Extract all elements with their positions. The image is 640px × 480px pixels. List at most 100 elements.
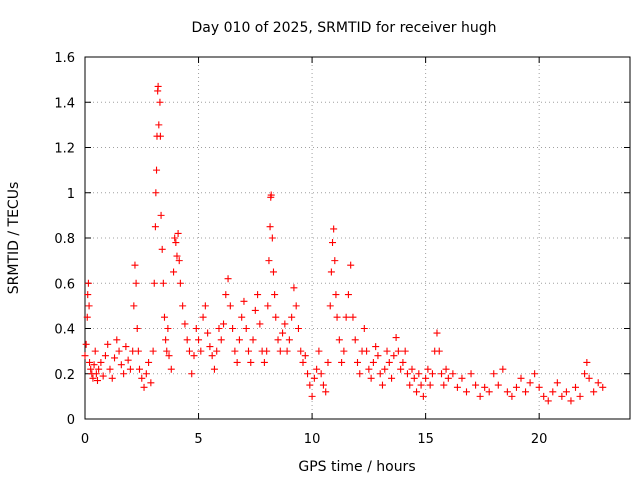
data-point bbox=[356, 370, 364, 378]
data-point bbox=[567, 397, 575, 405]
data-point bbox=[372, 343, 380, 351]
y-tick-label: 0.4 bbox=[54, 323, 75, 338]
data-point bbox=[428, 370, 436, 378]
data-point bbox=[392, 334, 400, 342]
data-point bbox=[91, 347, 99, 355]
data-point bbox=[153, 166, 161, 174]
data-point bbox=[438, 370, 446, 378]
data-point bbox=[381, 365, 389, 373]
data-point bbox=[349, 313, 357, 321]
data-point bbox=[217, 336, 225, 344]
data-point bbox=[332, 291, 340, 299]
data-point bbox=[104, 340, 112, 348]
data-point bbox=[301, 352, 309, 360]
y-axis-title: SRMTID / TECUs bbox=[6, 182, 22, 295]
data-point bbox=[251, 306, 259, 314]
data-point bbox=[585, 374, 593, 382]
data-point bbox=[167, 365, 175, 373]
data-point bbox=[558, 392, 566, 400]
data-point bbox=[101, 352, 109, 360]
data-point bbox=[97, 358, 105, 366]
data-point bbox=[195, 336, 203, 344]
data-point bbox=[426, 381, 434, 389]
y-tick-label: 0 bbox=[67, 413, 75, 428]
data-point bbox=[220, 320, 228, 328]
data-point bbox=[213, 347, 221, 355]
data-point bbox=[540, 392, 548, 400]
data-point bbox=[508, 392, 516, 400]
x-tick-label: 15 bbox=[417, 432, 434, 447]
data-point bbox=[331, 257, 339, 265]
data-point bbox=[265, 257, 273, 265]
data-point bbox=[247, 358, 255, 366]
data-point bbox=[174, 229, 182, 237]
data-point bbox=[494, 381, 502, 389]
data-point bbox=[347, 261, 355, 269]
chart-title: Day 010 of 2025, SRMTID for receiver hug… bbox=[192, 20, 497, 36]
data-point bbox=[360, 325, 368, 332]
y-tick-label: 0.2 bbox=[54, 368, 75, 383]
data-point bbox=[276, 347, 284, 355]
data-point bbox=[326, 302, 334, 310]
data-point bbox=[419, 392, 427, 400]
data-point bbox=[306, 381, 314, 389]
data-point bbox=[562, 388, 570, 396]
data-point bbox=[268, 234, 276, 242]
data-point bbox=[154, 82, 162, 90]
data-point bbox=[84, 291, 92, 299]
data-point bbox=[526, 379, 534, 387]
data-point bbox=[192, 325, 200, 332]
data-point bbox=[271, 291, 279, 299]
data-point bbox=[503, 388, 511, 396]
data-point bbox=[410, 374, 418, 382]
data-point bbox=[499, 365, 507, 373]
data-point bbox=[299, 358, 307, 366]
x-tick-label: 0 bbox=[81, 432, 89, 447]
data-point bbox=[158, 245, 166, 253]
data-point bbox=[344, 291, 352, 299]
data-point bbox=[165, 352, 173, 360]
data-point bbox=[140, 383, 148, 391]
data-point bbox=[317, 370, 325, 378]
data-point bbox=[175, 257, 183, 265]
data-point bbox=[85, 302, 93, 310]
data-point bbox=[93, 377, 101, 385]
data-point bbox=[304, 370, 312, 378]
data-point bbox=[155, 121, 163, 129]
data-point bbox=[82, 340, 90, 348]
data-point bbox=[113, 336, 121, 344]
data-point bbox=[512, 383, 520, 391]
data-point bbox=[106, 365, 114, 373]
data-point bbox=[120, 370, 128, 378]
data-point bbox=[267, 191, 275, 199]
data-point bbox=[233, 358, 241, 366]
data-point bbox=[374, 352, 382, 360]
y-tick-label: 0.6 bbox=[54, 277, 75, 292]
data-point bbox=[130, 302, 138, 310]
data-point bbox=[92, 370, 100, 378]
data-point bbox=[274, 336, 282, 344]
data-point bbox=[156, 98, 164, 106]
data-point bbox=[522, 388, 530, 396]
data-point bbox=[279, 329, 287, 337]
data-point bbox=[285, 336, 293, 344]
data-point bbox=[170, 268, 178, 276]
data-point bbox=[535, 383, 543, 391]
data-point bbox=[249, 336, 257, 344]
data-point bbox=[581, 370, 589, 378]
data-point bbox=[124, 356, 132, 364]
data-point bbox=[599, 383, 607, 391]
data-point bbox=[240, 297, 248, 305]
data-point bbox=[183, 336, 191, 344]
data-point bbox=[142, 370, 150, 378]
data-point bbox=[354, 358, 361, 366]
data-point bbox=[122, 343, 130, 351]
data-point bbox=[408, 365, 416, 373]
data-point bbox=[176, 279, 184, 287]
data-point bbox=[172, 239, 180, 247]
data-point bbox=[188, 370, 196, 378]
data-point bbox=[95, 365, 103, 373]
data-point bbox=[156, 132, 164, 140]
data-point bbox=[283, 347, 291, 355]
